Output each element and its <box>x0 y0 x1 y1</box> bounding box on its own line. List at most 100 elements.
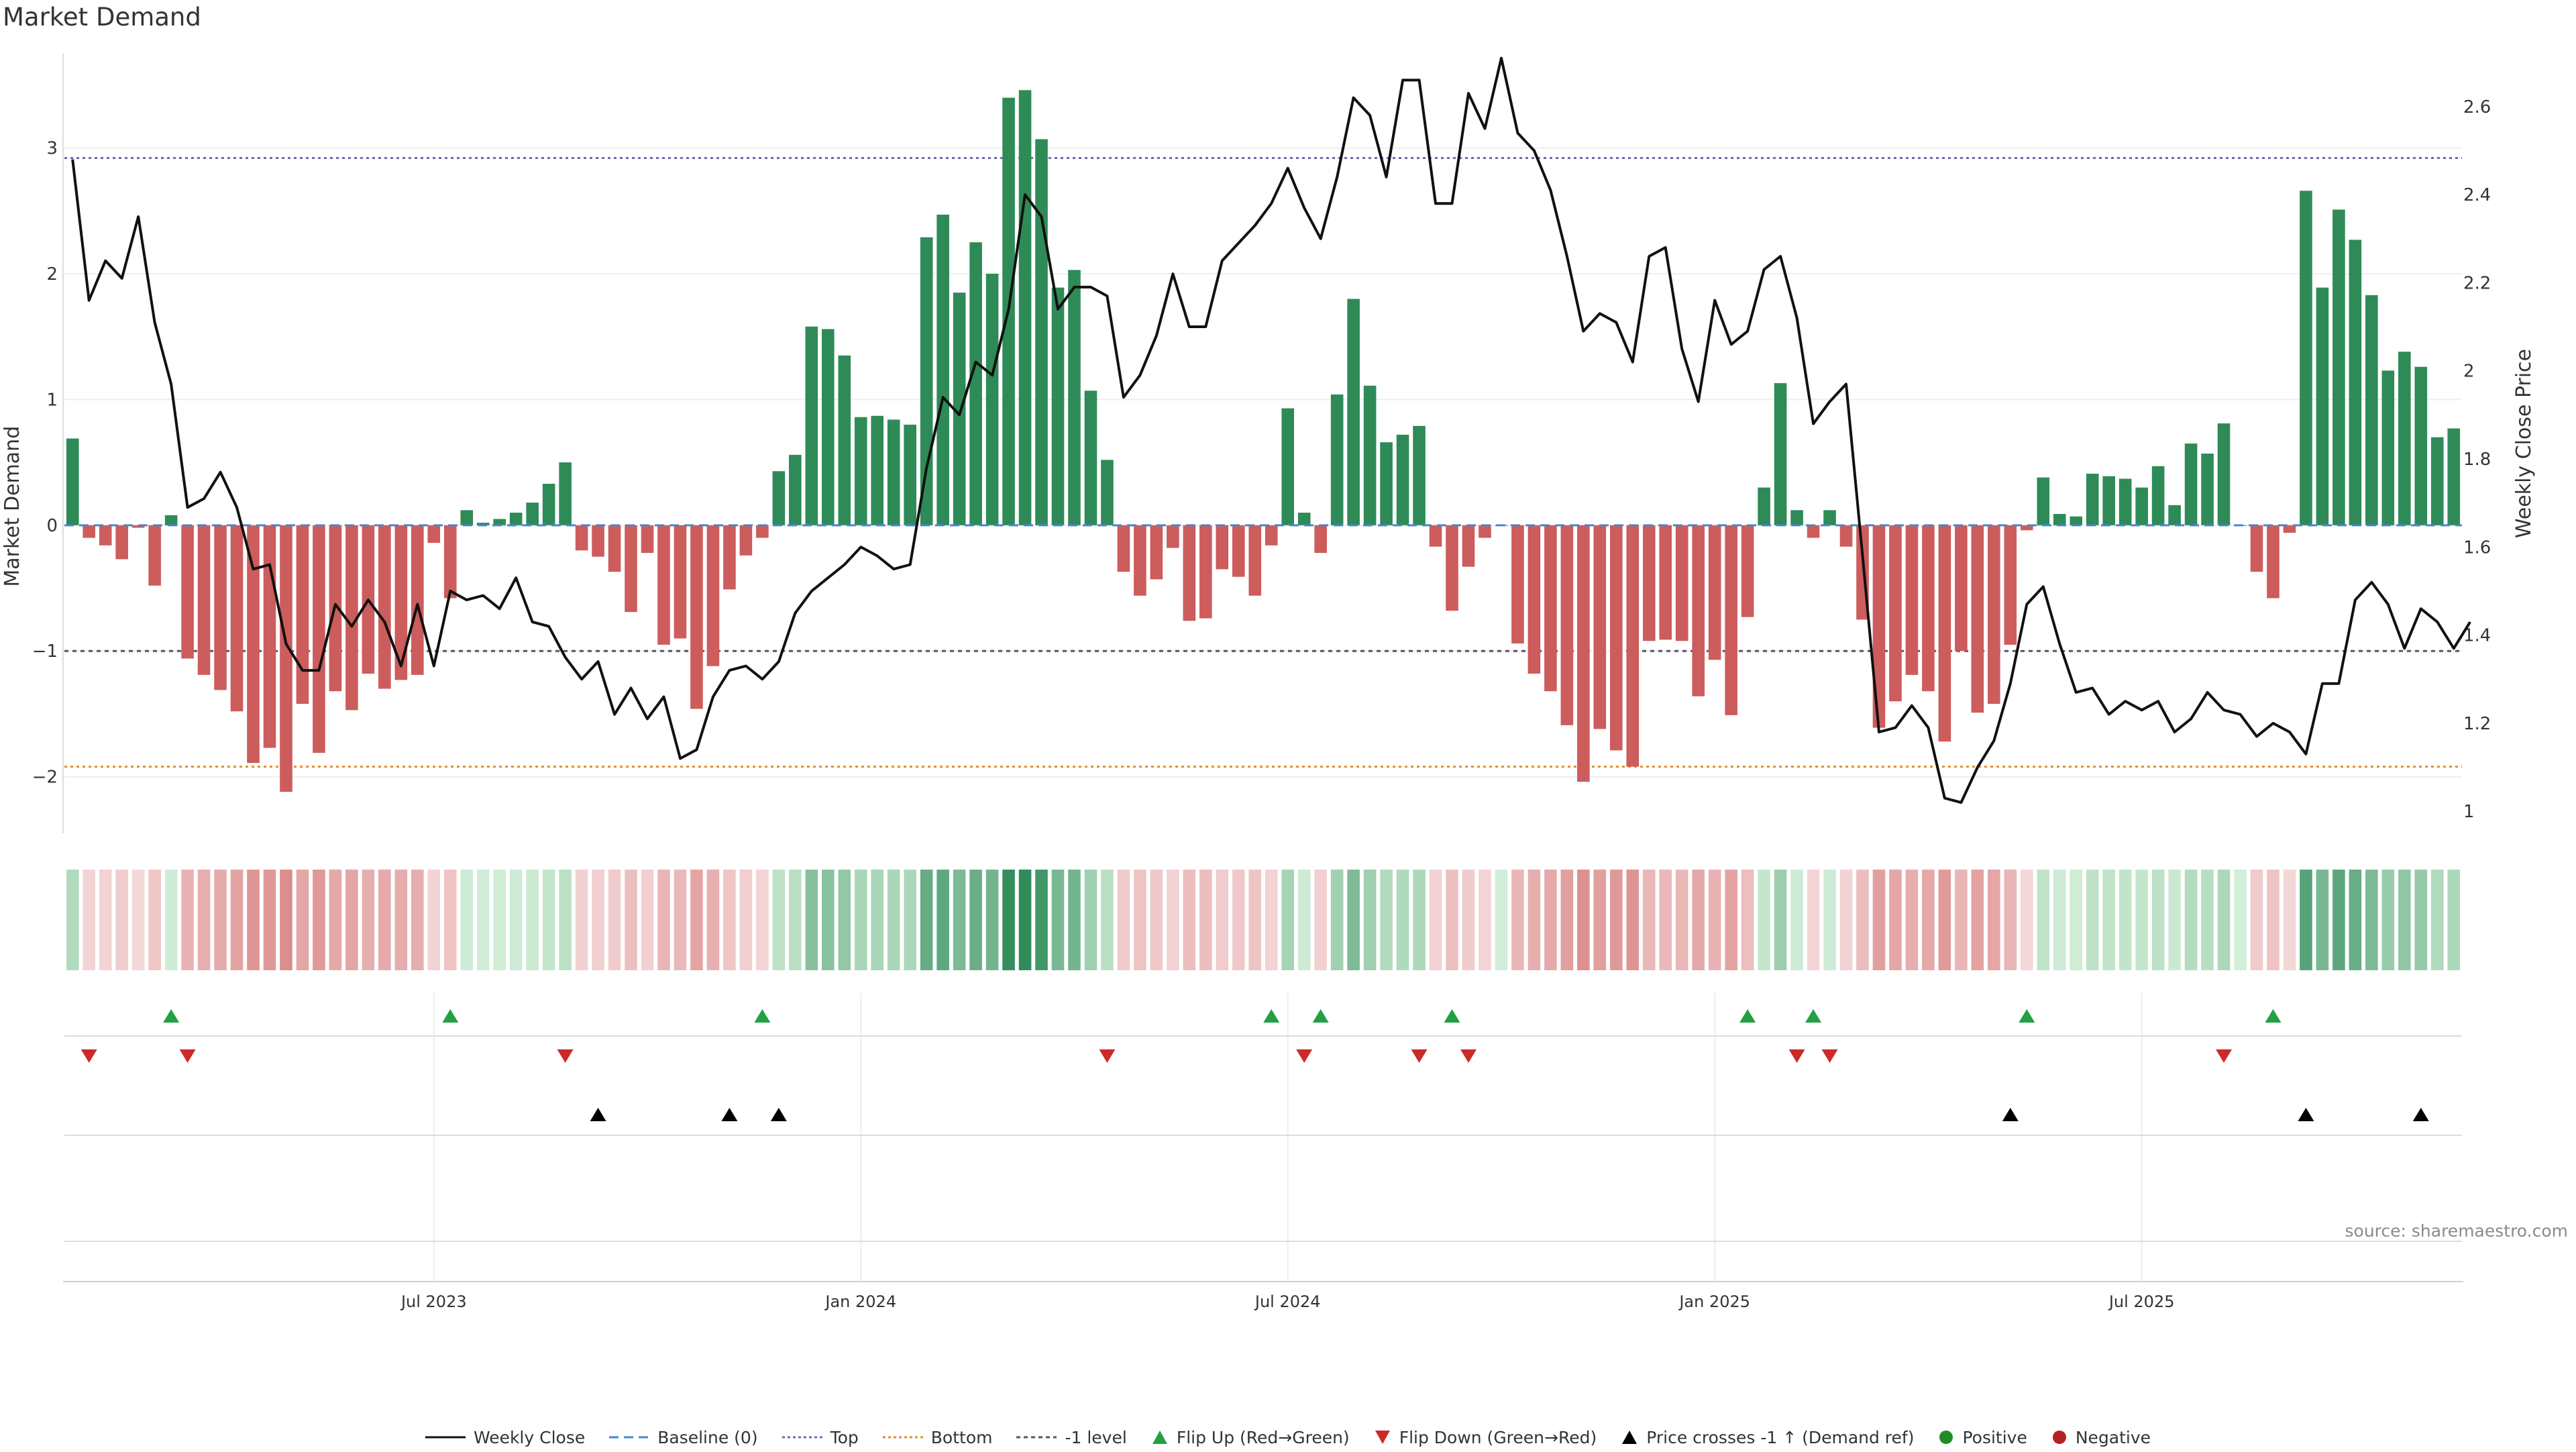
flip-down-marker <box>1460 1049 1477 1063</box>
demand-bar <box>1446 525 1458 611</box>
heat-cell <box>1659 870 1672 970</box>
heat-cell <box>411 870 424 970</box>
demand-bar <box>2053 513 2066 525</box>
heat-cell <box>66 870 79 970</box>
y2-tick-label: 2.6 <box>2463 97 2491 117</box>
heat-cell <box>230 870 244 970</box>
demand-bar <box>1051 287 1065 525</box>
heat-cell <box>641 870 654 970</box>
heat-cell <box>1347 870 1360 970</box>
demand-bar <box>197 525 211 675</box>
demand-bar <box>592 525 604 557</box>
legend-minus-one-label: -1 level <box>1065 1427 1127 1447</box>
demand-bar <box>2332 209 2345 525</box>
demand-bar <box>2267 525 2279 599</box>
demand-bar <box>460 510 474 525</box>
demand-bar <box>99 525 112 546</box>
heat-cell <box>1577 870 1590 970</box>
heat-cell <box>2102 870 2115 970</box>
demand-bar <box>756 525 769 538</box>
heat-cell <box>1380 870 1393 970</box>
demand-bar <box>1314 525 1327 554</box>
heat-cell <box>99 870 112 970</box>
heat-cell <box>953 870 966 970</box>
demand-bar <box>1511 525 1524 643</box>
demand-bar <box>280 525 292 792</box>
demand-bar <box>394 525 408 680</box>
demand-bar <box>2201 453 2214 525</box>
heat-cell <box>2070 870 2083 970</box>
heat-cell <box>985 870 999 970</box>
demand-bar <box>2217 423 2231 525</box>
heat-cell <box>559 870 572 970</box>
y2-tick-label: 1.8 <box>2463 450 2491 470</box>
heat-cell <box>2020 870 2033 970</box>
demand-bar <box>1462 525 1475 567</box>
demand-bar <box>1659 525 1672 640</box>
heat-cell <box>362 870 375 970</box>
x-tick-label: Jul 2025 <box>2108 1292 2175 1311</box>
heat-cell <box>1248 870 1262 970</box>
demand-bar <box>131 525 145 528</box>
heat-cell <box>2118 870 2132 970</box>
demand-bar <box>1527 525 1541 674</box>
heat-cell <box>1856 870 1869 970</box>
legend-positive-label: Positive <box>1962 1427 2027 1447</box>
flip-down-marker <box>80 1049 97 1063</box>
flip-down-marker <box>1411 1049 1428 1063</box>
heat-cell <box>871 870 884 970</box>
demand-bar <box>66 438 79 525</box>
heat-cell <box>575 870 588 970</box>
heat-cell <box>592 870 604 970</box>
price-cross-marker <box>770 1108 787 1121</box>
price-cross-marker <box>2002 1108 2019 1121</box>
demand-bar <box>739 525 753 556</box>
heat-cell <box>772 870 786 970</box>
heat-cell <box>247 870 260 970</box>
demand-bar <box>936 214 949 525</box>
heat-cell <box>1938 870 1951 970</box>
heat-cell <box>1413 870 1426 970</box>
demand-bar <box>1150 525 1163 580</box>
y2-tick-label: 1.2 <box>2463 714 2491 734</box>
demand-bar <box>854 417 867 525</box>
demand-bar <box>476 523 490 525</box>
demand-bar <box>1413 425 1426 525</box>
x-tick-label: Jul 2023 <box>400 1292 467 1311</box>
heat-cell <box>1988 870 2000 970</box>
demand-bar <box>1380 442 1393 525</box>
heat-cell <box>2398 870 2411 970</box>
flip-down-marker <box>557 1049 574 1063</box>
source-note: source: sharemaestro.com <box>2345 1221 2569 1241</box>
legend-weekly-close: Weekly Close <box>425 1428 585 1447</box>
flip-up-marker <box>1263 1009 1280 1023</box>
legend-top: Top <box>782 1428 859 1447</box>
heat-cell <box>378 870 391 970</box>
heat-cell <box>2234 870 2247 970</box>
demand-bar <box>1741 525 1754 617</box>
demand-bar <box>559 462 572 525</box>
demand-bar <box>148 525 161 586</box>
weekly-close-line <box>71 56 2471 804</box>
demand-bar <box>1577 525 1590 782</box>
heat-cell <box>1183 870 1196 970</box>
heat-cell <box>1396 870 1409 970</box>
heat-cell <box>1839 870 1853 970</box>
heat-cell <box>1544 870 1557 970</box>
demand-bar <box>1725 525 1737 715</box>
heat-cell <box>2250 870 2263 970</box>
demand-bar <box>296 525 309 704</box>
heat-cell <box>83 870 96 970</box>
y2-tick-label: 2.4 <box>2463 185 2491 205</box>
heat-cell <box>1134 870 1146 970</box>
demand-bar <box>1642 525 1656 641</box>
heat-cell <box>1117 870 1130 970</box>
heat-cell <box>1971 870 1984 970</box>
heat-cell <box>1330 870 1344 970</box>
heat-cell <box>329 870 342 970</box>
heat-cell <box>115 870 128 970</box>
heat-cell <box>2151 870 2165 970</box>
legend-price-cross: Price crosses -1 ↑ (Demand ref) <box>1621 1428 1914 1447</box>
heat-cell <box>313 870 325 970</box>
demand-bar <box>805 326 818 525</box>
